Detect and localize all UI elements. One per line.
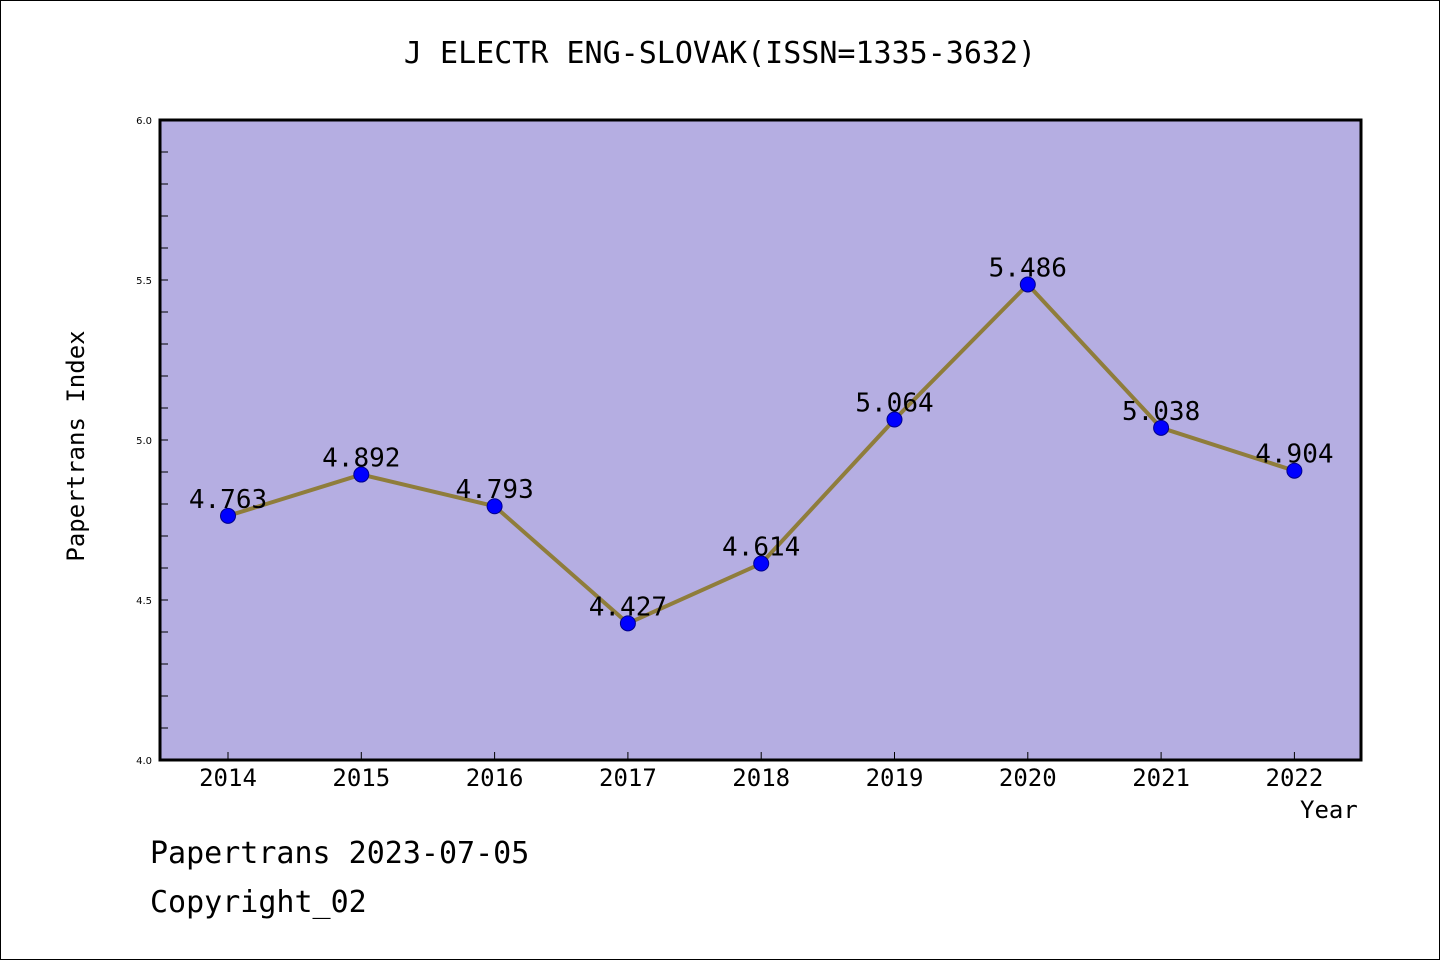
y-tick-label: 5.5 bbox=[136, 276, 152, 287]
plot-area bbox=[160, 120, 1361, 760]
x-tick-label: 2018 bbox=[732, 764, 790, 792]
data-label: 5.486 bbox=[989, 253, 1067, 283]
data-point bbox=[353, 466, 370, 483]
x-axis-ticks: 2014 2015 2016 2017 2018 2019 2020 2021 2022 bbox=[199, 752, 1323, 792]
x-tick-label: 2021 bbox=[1132, 764, 1190, 792]
data-point bbox=[753, 555, 770, 572]
x-tick-label: 2017 bbox=[599, 764, 657, 792]
series-markers bbox=[220, 276, 1303, 632]
data-labels: 4.763 4.892 4.793 4.427 4.614 5.064 5.486 5.038… bbox=[189, 253, 1334, 622]
data-point bbox=[486, 498, 503, 515]
y-tick-label: 5.0 bbox=[136, 436, 152, 447]
y-tick-label: 6.0 bbox=[136, 116, 152, 127]
y-tick-label: 4.5 bbox=[136, 596, 152, 607]
data-point bbox=[220, 507, 236, 524]
data-label: 4.614 bbox=[722, 533, 800, 563]
footer-date: Papertrans 2023-07-05 bbox=[150, 836, 530, 871]
data-label: 4.763 bbox=[189, 485, 267, 515]
y-tick-label: 4.0 bbox=[136, 756, 152, 767]
x-tick-label: 2020 bbox=[999, 764, 1057, 792]
x-tick-label: 2019 bbox=[866, 764, 924, 792]
data-point bbox=[1286, 462, 1303, 479]
chart-title: J ELECTR ENG-SLOVAK(ISSN=1335-3632) bbox=[403, 36, 1037, 71]
data-label: 4.892 bbox=[322, 444, 400, 474]
data-label: 4.793 bbox=[455, 475, 533, 505]
data-point bbox=[886, 411, 903, 428]
data-label: 5.064 bbox=[855, 389, 933, 419]
x-tick-label: 2016 bbox=[466, 764, 524, 792]
data-point bbox=[619, 615, 636, 632]
footer-copyright: Copyright_02 bbox=[150, 885, 367, 920]
data-point bbox=[1153, 419, 1170, 436]
x-tick-label: 2014 bbox=[199, 764, 257, 792]
data-point bbox=[1019, 276, 1036, 293]
x-axis-label: Year bbox=[1300, 796, 1358, 824]
data-label: 4.427 bbox=[589, 592, 667, 622]
data-label: 4.904 bbox=[1255, 440, 1333, 470]
data-label: 5.038 bbox=[1122, 397, 1200, 427]
plot-border bbox=[158, 118, 1363, 762]
x-tick-label: 2022 bbox=[1266, 764, 1324, 792]
x-tick-label: 2015 bbox=[332, 764, 390, 792]
